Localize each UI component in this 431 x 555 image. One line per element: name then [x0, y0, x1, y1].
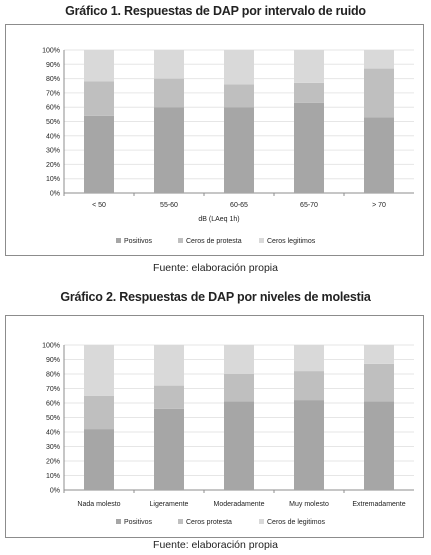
legend-swatch: [178, 519, 183, 524]
legend-label: Ceros de legitimos: [267, 519, 325, 526]
bar-segment-ceros-protesta: [224, 374, 254, 402]
bar-segment-ceros-protesta: [154, 385, 184, 409]
bar-segment-positivos: [224, 401, 254, 490]
chart1-frame: 0% 10% 20% 30% 40% 50% 60% 70% 80% 90% 100% < 50 55-…: [5, 24, 424, 256]
category-label: 55-60: [160, 202, 178, 209]
bar-segment-ceros-de-protesta: [364, 68, 394, 118]
y-tick-label: 30%: [46, 444, 60, 451]
y-tick-label: 70%: [46, 386, 60, 393]
legend-swatch: [178, 238, 183, 243]
x-axis-label: dB (LAeq 1h): [198, 216, 239, 223]
y-tick-label: 60%: [46, 105, 60, 112]
legend-swatch: [116, 519, 121, 524]
bar-segment-ceros-de-legitimos: [154, 345, 184, 386]
chart2-plot: 0% 10% 20% 30% 40% 50% 60% 70% 80% 90% 100% Nada mo…: [42, 343, 414, 526]
chart1-source: Fuente: elaboración propia: [153, 262, 278, 274]
y-tick-label: 0%: [50, 488, 60, 495]
bar-segment-positivos: [294, 400, 324, 490]
bar-segment-positivos: [84, 429, 114, 490]
bar-segment-ceros-de-protesta: [224, 84, 254, 108]
legend-label: Ceros protesta: [186, 519, 232, 526]
category-label: Ligeramente: [150, 501, 189, 508]
bar-segment-ceros-de-legitimos: [84, 345, 114, 396]
chart1-title: Gráfico 1. Respuestas de DAP por interva…: [65, 4, 366, 18]
legend-swatch: [116, 238, 121, 243]
y-tick-label: 0%: [50, 191, 60, 198]
y-tick-label: 40%: [46, 430, 60, 437]
bar-segment-ceros-de-legitimos: [224, 345, 254, 374]
bar-segment-ceros-protesta: [294, 371, 324, 401]
y-tick-label: 50%: [46, 119, 60, 126]
y-tick-label: 20%: [46, 162, 60, 169]
y-tick-label: 100%: [42, 343, 60, 350]
y-tick-label: 80%: [46, 76, 60, 83]
chart2-title: Gráfico 2. Respuestas de DAP por niveles…: [60, 290, 371, 304]
chart2-frame: 0% 10% 20% 30% 40% 50% 60% 70% 80% 90% 100% Nada mo…: [5, 315, 424, 538]
chart2-source: Fuente: elaboración propia: [153, 539, 278, 551]
y-tick-label: 50%: [46, 415, 60, 422]
chart1-plot: 0% 10% 20% 30% 40% 50% 60% 70% 80% 90% 100% < 50 55-…: [42, 48, 414, 245]
y-tick-label: 40%: [46, 133, 60, 140]
category-label: 60-65: [230, 202, 248, 209]
legend-label: Ceros de protesta: [186, 238, 242, 245]
bar-segment-ceros-legitimos: [224, 50, 254, 85]
legend-swatch: [259, 238, 264, 243]
bar-segment-ceros-de-protesta: [154, 78, 184, 108]
bar-segment-positivos: [84, 115, 114, 193]
bar-segment-positivos: [224, 107, 254, 193]
category-label: Nada molesto: [77, 501, 120, 508]
y-tick-label: 100%: [42, 48, 60, 55]
y-tick-label: 80%: [46, 372, 60, 379]
category-label: 65-70: [300, 202, 318, 209]
bar-segment-ceros-legitimos: [84, 50, 114, 82]
y-tick-label: 70%: [46, 90, 60, 97]
legend-label: Positivos: [124, 519, 153, 526]
bar-segment-ceros-legitimos: [294, 50, 324, 83]
bar-segment-ceros-legitimos: [364, 50, 394, 69]
y-tick-label: 60%: [46, 401, 60, 408]
category-label: > 70: [372, 202, 386, 209]
y-tick-label: 90%: [46, 62, 60, 69]
bar-segment-ceros-de-legitimos: [294, 345, 324, 372]
bar-segment-positivos: [154, 107, 184, 193]
category-label: Extremadamente: [352, 501, 405, 508]
bar-segment-positivos: [154, 408, 184, 490]
y-tick-label: 20%: [46, 459, 60, 466]
y-tick-label: 30%: [46, 148, 60, 155]
bar-segment-positivos: [294, 102, 324, 193]
category-label: Moderadamente: [214, 501, 265, 508]
legend-label: Ceros legitimos: [267, 238, 316, 245]
bar-segment-ceros-protesta: [364, 363, 394, 402]
legend-label: Positivos: [124, 238, 153, 245]
bar-segment-ceros-legitimos: [154, 50, 184, 79]
category-label: < 50: [92, 202, 106, 209]
legend-swatch: [259, 519, 264, 524]
bar-segment-positivos: [364, 117, 394, 193]
y-tick-label: 90%: [46, 357, 60, 364]
bar-segment-ceros-de-legitimos: [364, 345, 394, 364]
y-tick-label: 10%: [46, 473, 60, 480]
bar-segment-ceros-de-protesta: [294, 82, 324, 103]
bar-segment-positivos: [364, 401, 394, 490]
bar-segment-ceros-protesta: [84, 395, 114, 430]
y-tick-label: 10%: [46, 176, 60, 183]
bar-segment-ceros-de-protesta: [84, 81, 114, 116]
category-label: Muy molesto: [289, 501, 329, 508]
